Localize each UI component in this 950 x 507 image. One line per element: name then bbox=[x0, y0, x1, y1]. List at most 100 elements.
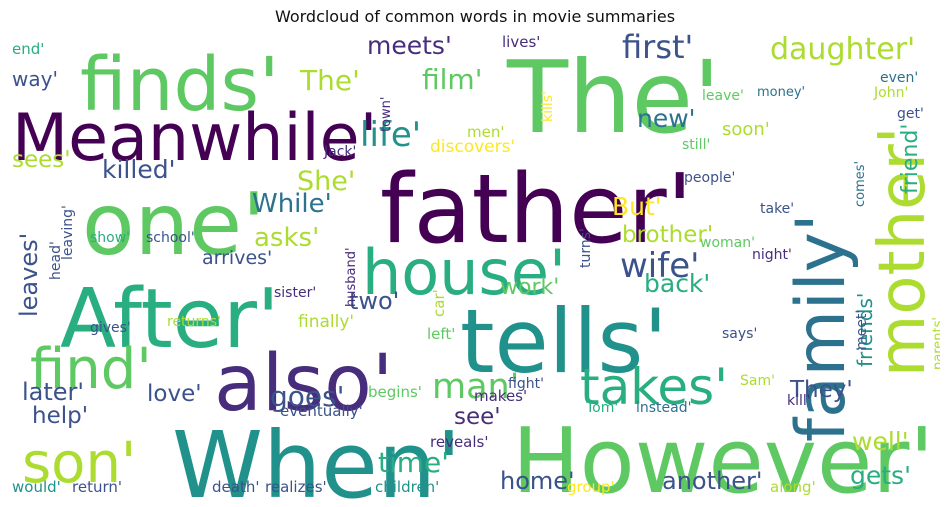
cloud-word: new' bbox=[637, 104, 696, 133]
cloud-word: people' bbox=[684, 170, 735, 186]
cloud-word: eventually' bbox=[280, 402, 363, 420]
cloud-word: kills' bbox=[540, 91, 556, 122]
cloud-word: find' bbox=[30, 337, 152, 402]
cloud-word: leaves' bbox=[15, 233, 43, 317]
cloud-word: killed' bbox=[102, 155, 175, 184]
cloud-word: John' bbox=[873, 85, 908, 101]
cloud-word: men' bbox=[467, 123, 504, 141]
cloud-word: friend' bbox=[898, 124, 923, 194]
cloud-word: another' bbox=[662, 467, 762, 495]
cloud-word: family' bbox=[782, 213, 861, 442]
cloud-word: home' bbox=[500, 467, 575, 495]
cloud-word: The' bbox=[299, 64, 360, 97]
cloud-word: But' bbox=[612, 192, 662, 221]
cloud-word: friends' bbox=[853, 293, 877, 367]
cloud-word: leave' bbox=[702, 88, 744, 104]
cloud-word: They' bbox=[789, 377, 853, 403]
cloud-word: gives' bbox=[90, 320, 131, 336]
cloud-word: realizes' bbox=[265, 478, 327, 496]
cloud-word: help' bbox=[32, 403, 88, 429]
cloud-word: even' bbox=[880, 70, 918, 86]
cloud-word: When' bbox=[172, 412, 461, 500]
cloud-word: man' bbox=[432, 367, 519, 407]
cloud-word: film' bbox=[422, 63, 482, 96]
cloud-word: left' bbox=[427, 325, 455, 343]
cloud-word: brother' bbox=[622, 222, 713, 248]
cloud-word: one' bbox=[82, 175, 266, 275]
cloud-word: show' bbox=[90, 230, 130, 246]
cloud-word: group' bbox=[567, 478, 615, 496]
cloud-word: turns' bbox=[578, 228, 594, 268]
cloud-word: mother' bbox=[866, 127, 940, 377]
cloud-word: arrives' bbox=[202, 247, 272, 269]
cloud-word: two' bbox=[349, 287, 399, 315]
cloud-word: leaving' bbox=[60, 205, 76, 260]
cloud-word: finally' bbox=[298, 312, 354, 332]
cloud-word: still' bbox=[682, 137, 710, 153]
cloud-word: wife' bbox=[620, 246, 700, 286]
cloud-word: finds' bbox=[80, 42, 279, 128]
cloud-word: life' bbox=[360, 115, 421, 155]
cloud-word: fight' bbox=[508, 376, 544, 392]
cloud-word: end' bbox=[12, 40, 44, 58]
cloud-word: town' bbox=[379, 97, 394, 133]
cloud-word: children' bbox=[375, 478, 439, 496]
cloud-word: see' bbox=[454, 404, 501, 430]
cloud-word: husband' bbox=[344, 247, 359, 307]
cloud-word: However' bbox=[512, 409, 934, 500]
cloud-word: makes' bbox=[474, 387, 527, 405]
cloud-word: later' bbox=[22, 378, 84, 406]
cloud-word: well' bbox=[852, 427, 909, 456]
cloud-word: kill' bbox=[787, 393, 811, 409]
cloud-word: get' bbox=[897, 106, 924, 122]
cloud-word: The' bbox=[506, 39, 720, 156]
cloud-word: Sam' bbox=[740, 373, 775, 389]
cloud-word: After' bbox=[60, 272, 279, 367]
cloud-word: lives' bbox=[502, 33, 540, 51]
cloud-word: take' bbox=[760, 201, 794, 217]
cloud-word: meet' bbox=[854, 310, 870, 350]
cloud-word: back' bbox=[644, 269, 710, 298]
cloud-word: parents' bbox=[931, 317, 940, 370]
cloud-word: also' bbox=[214, 339, 393, 429]
cloud-word: soon' bbox=[722, 119, 770, 140]
cloud-word: discovers' bbox=[430, 137, 515, 157]
cloud-word: death' bbox=[212, 478, 259, 496]
cloud-word: daughter' bbox=[770, 32, 915, 67]
cloud-word: asks' bbox=[254, 223, 319, 253]
cloud-word: time' bbox=[378, 446, 449, 479]
cloud-word: house' bbox=[362, 236, 566, 309]
cloud-word: begins' bbox=[368, 383, 422, 401]
cloud-word: way' bbox=[12, 67, 58, 91]
cloud-word: night' bbox=[752, 247, 792, 263]
cloud-word: instead' bbox=[636, 400, 691, 416]
cloud-word: would' bbox=[12, 478, 61, 496]
cloud-word: comes' bbox=[853, 161, 868, 207]
cloud-word: meets' bbox=[367, 32, 452, 60]
figure-title: Wordcloud of common words in movie summa… bbox=[274, 7, 676, 26]
cloud-word: love' bbox=[147, 381, 202, 407]
cloud-word: returns' bbox=[167, 314, 221, 330]
cloud-word: sister' bbox=[274, 285, 316, 301]
cloud-word: money' bbox=[757, 85, 805, 100]
cloud-word: work' bbox=[500, 275, 559, 300]
cloud-word: gets' bbox=[850, 461, 911, 490]
word-cloud: The'father'When' However'family'tells'fin… bbox=[12, 32, 940, 500]
cloud-word: son' bbox=[22, 431, 136, 496]
cloud-word: While' bbox=[252, 189, 332, 219]
cloud-word: takes' bbox=[580, 358, 728, 416]
cloud-word: along' bbox=[770, 478, 816, 496]
cloud-word: return' bbox=[72, 478, 122, 496]
cloud-word: car' bbox=[430, 289, 448, 317]
cloud-word: school' bbox=[146, 230, 195, 246]
cloud-word: Tom' bbox=[585, 400, 618, 416]
cloud-word: Jack' bbox=[323, 144, 356, 160]
cloud-word: Meanwhile' bbox=[12, 101, 377, 176]
cloud-word: first' bbox=[622, 32, 693, 66]
cloud-word: says' bbox=[722, 326, 757, 342]
cloud-word: woman' bbox=[700, 235, 755, 251]
cloud-word: father' bbox=[380, 155, 693, 265]
cloud-word: She' bbox=[297, 166, 355, 197]
cloud-word: sees' bbox=[12, 147, 71, 173]
cloud-word: goes' bbox=[270, 380, 344, 413]
